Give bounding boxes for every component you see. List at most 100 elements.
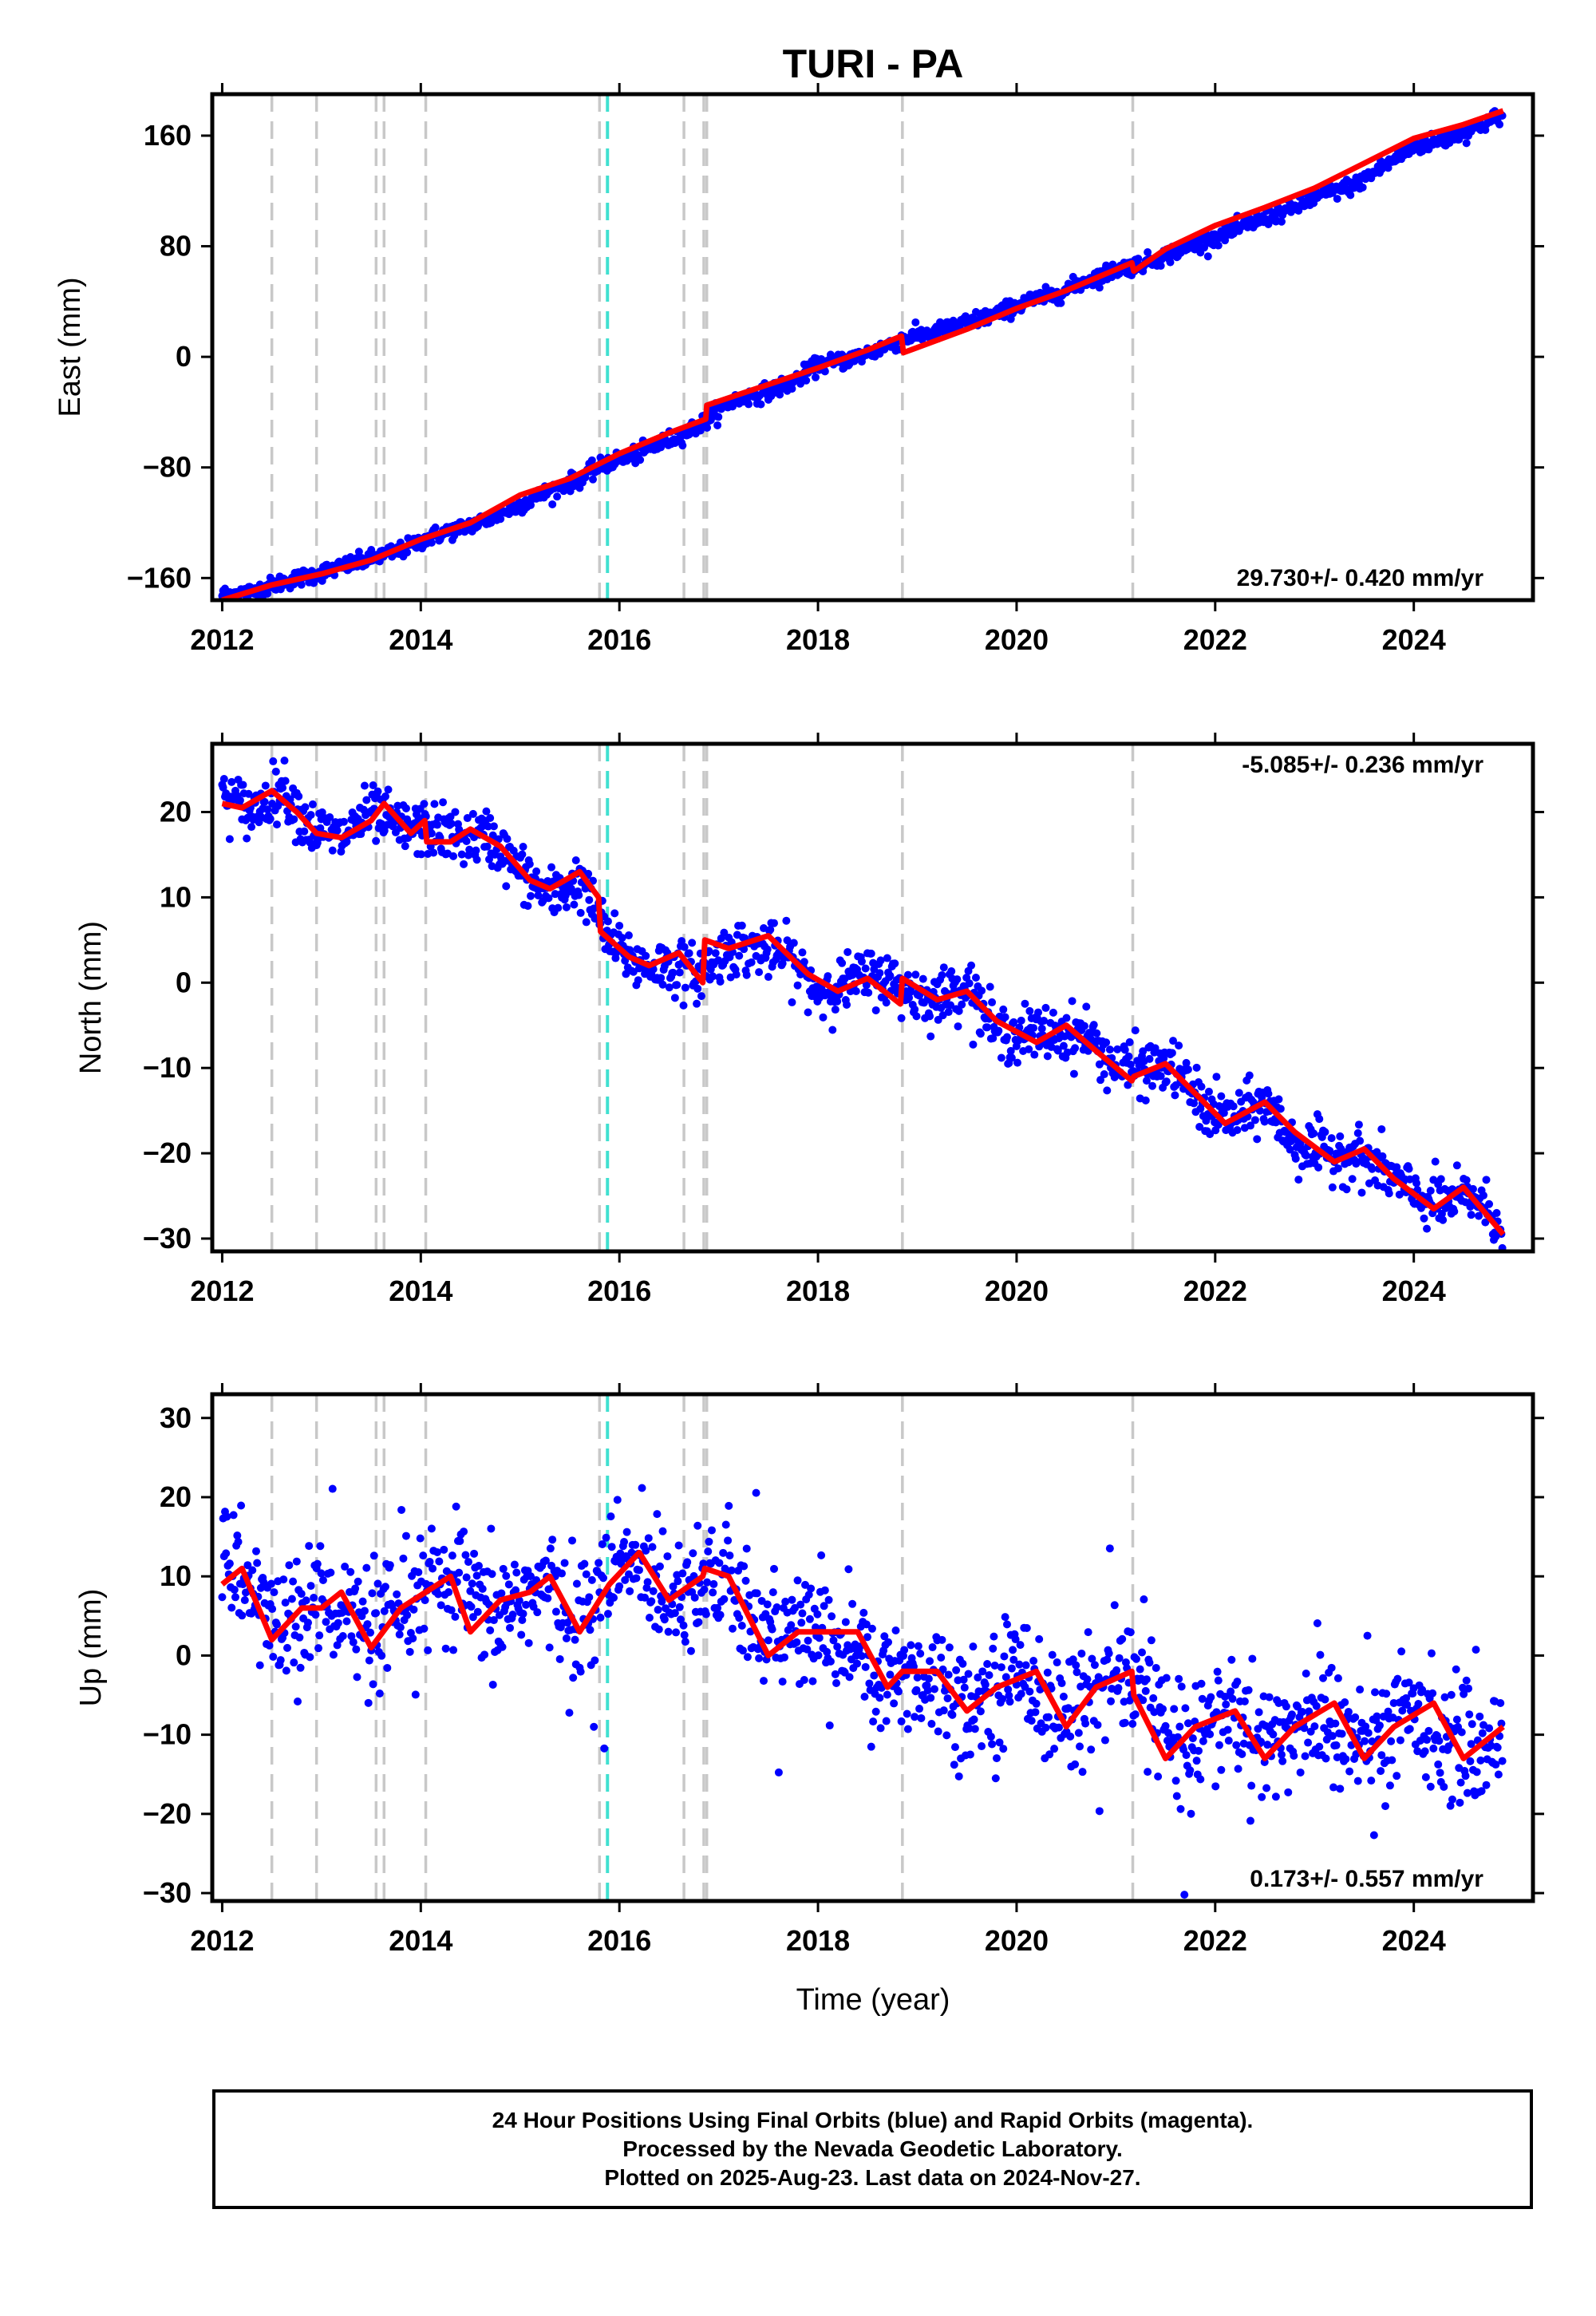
data-point xyxy=(928,1643,937,1652)
data-point xyxy=(1260,1117,1269,1126)
data-point xyxy=(848,1599,857,1608)
data-point xyxy=(1009,1655,1018,1664)
chart-title: TURI - PA xyxy=(783,41,964,86)
data-point xyxy=(417,850,425,859)
data-point xyxy=(701,1610,710,1618)
data-point xyxy=(527,891,535,900)
data-point xyxy=(586,1626,595,1634)
data-point xyxy=(1244,1686,1253,1694)
data-point xyxy=(825,1721,834,1730)
data-point xyxy=(1144,1768,1152,1777)
data-point xyxy=(1171,1091,1179,1100)
data-point xyxy=(787,1621,796,1630)
data-point xyxy=(1276,1105,1285,1113)
data-point xyxy=(680,1630,689,1639)
data-point xyxy=(279,784,287,792)
data-point xyxy=(969,1642,978,1651)
data-point xyxy=(1059,1041,1068,1050)
data-point xyxy=(1144,248,1152,257)
data-point xyxy=(523,902,532,911)
data-point xyxy=(869,1717,878,1726)
data-point xyxy=(783,936,792,945)
data-point xyxy=(737,1622,746,1630)
data-point xyxy=(1278,1757,1287,1765)
data-point xyxy=(860,1692,869,1701)
data-point xyxy=(999,1745,1008,1753)
data-point xyxy=(755,968,764,977)
data-point xyxy=(1322,1735,1331,1744)
data-point xyxy=(1103,1655,1112,1664)
data-point xyxy=(1022,1624,1031,1633)
data-point xyxy=(1149,1694,1158,1702)
data-point xyxy=(409,1634,417,1642)
data-point xyxy=(403,1611,412,1619)
data-point xyxy=(863,1633,872,1642)
data-point xyxy=(817,1551,826,1559)
data-point xyxy=(474,1562,483,1571)
data-point xyxy=(1207,1693,1215,1701)
data-point xyxy=(311,1611,320,1619)
data-point xyxy=(452,1502,460,1511)
data-point xyxy=(886,971,895,980)
data-point xyxy=(1115,1654,1124,1662)
data-point xyxy=(829,1636,838,1645)
data-point xyxy=(1312,1701,1321,1710)
data-point xyxy=(369,781,377,789)
east-plot-area xyxy=(218,94,1507,600)
data-point xyxy=(1472,1646,1480,1654)
data-point xyxy=(683,1558,692,1567)
data-point xyxy=(1357,1188,1366,1197)
data-point xyxy=(373,1579,382,1588)
data-point xyxy=(803,1645,812,1654)
data-point xyxy=(1214,1676,1223,1685)
data-point xyxy=(742,1544,751,1553)
data-point xyxy=(1353,1128,1362,1137)
data-point xyxy=(618,934,626,943)
x-tick-label: 2018 xyxy=(786,623,850,656)
data-point xyxy=(310,1593,318,1602)
data-point xyxy=(267,1579,275,1588)
data-point xyxy=(515,1596,523,1605)
data-point xyxy=(1084,1628,1092,1637)
data-point xyxy=(636,456,645,464)
data-point xyxy=(1147,1636,1156,1645)
data-point xyxy=(565,1709,574,1717)
data-point xyxy=(882,1717,891,1725)
data-point xyxy=(947,967,956,976)
data-point xyxy=(1396,1736,1404,1745)
data-point xyxy=(954,1772,963,1780)
data-point xyxy=(679,1621,688,1630)
data-point xyxy=(1005,1697,1014,1706)
data-point xyxy=(1015,1660,1024,1669)
data-point xyxy=(1447,1690,1456,1699)
data-point xyxy=(1181,1704,1190,1713)
data-point xyxy=(486,1626,495,1634)
data-point xyxy=(484,822,492,831)
data-point xyxy=(1081,1719,1090,1728)
data-point xyxy=(709,1579,718,1588)
data-point xyxy=(1373,1712,1381,1721)
footer-box: 24 Hour Positions Using Final Orbits (bl… xyxy=(212,2089,1533,2209)
data-point xyxy=(815,1634,824,1642)
data-point xyxy=(673,981,681,990)
data-point xyxy=(1145,1054,1154,1063)
data-point xyxy=(576,1667,585,1676)
data-point xyxy=(1367,1777,1376,1785)
panel-north: 2012 2014 2016 2018 2020 2022 2024 20 10 0 −10 −20 −… xyxy=(74,733,1544,1307)
data-point xyxy=(372,1609,381,1618)
data-point xyxy=(1465,1710,1474,1719)
data-point xyxy=(716,1611,725,1619)
data-point xyxy=(824,1595,833,1604)
data-point xyxy=(942,1731,951,1740)
data-point xyxy=(1211,1782,1220,1791)
data-point xyxy=(1177,1682,1186,1691)
data-point xyxy=(899,1651,907,1660)
data-point xyxy=(689,1549,697,1558)
data-point xyxy=(1013,1058,1021,1067)
data-point xyxy=(430,800,439,808)
data-point xyxy=(721,1520,730,1529)
data-point xyxy=(231,1593,239,1602)
data-point xyxy=(877,1683,886,1692)
data-point xyxy=(1162,1674,1171,1682)
data-point xyxy=(867,1624,876,1633)
